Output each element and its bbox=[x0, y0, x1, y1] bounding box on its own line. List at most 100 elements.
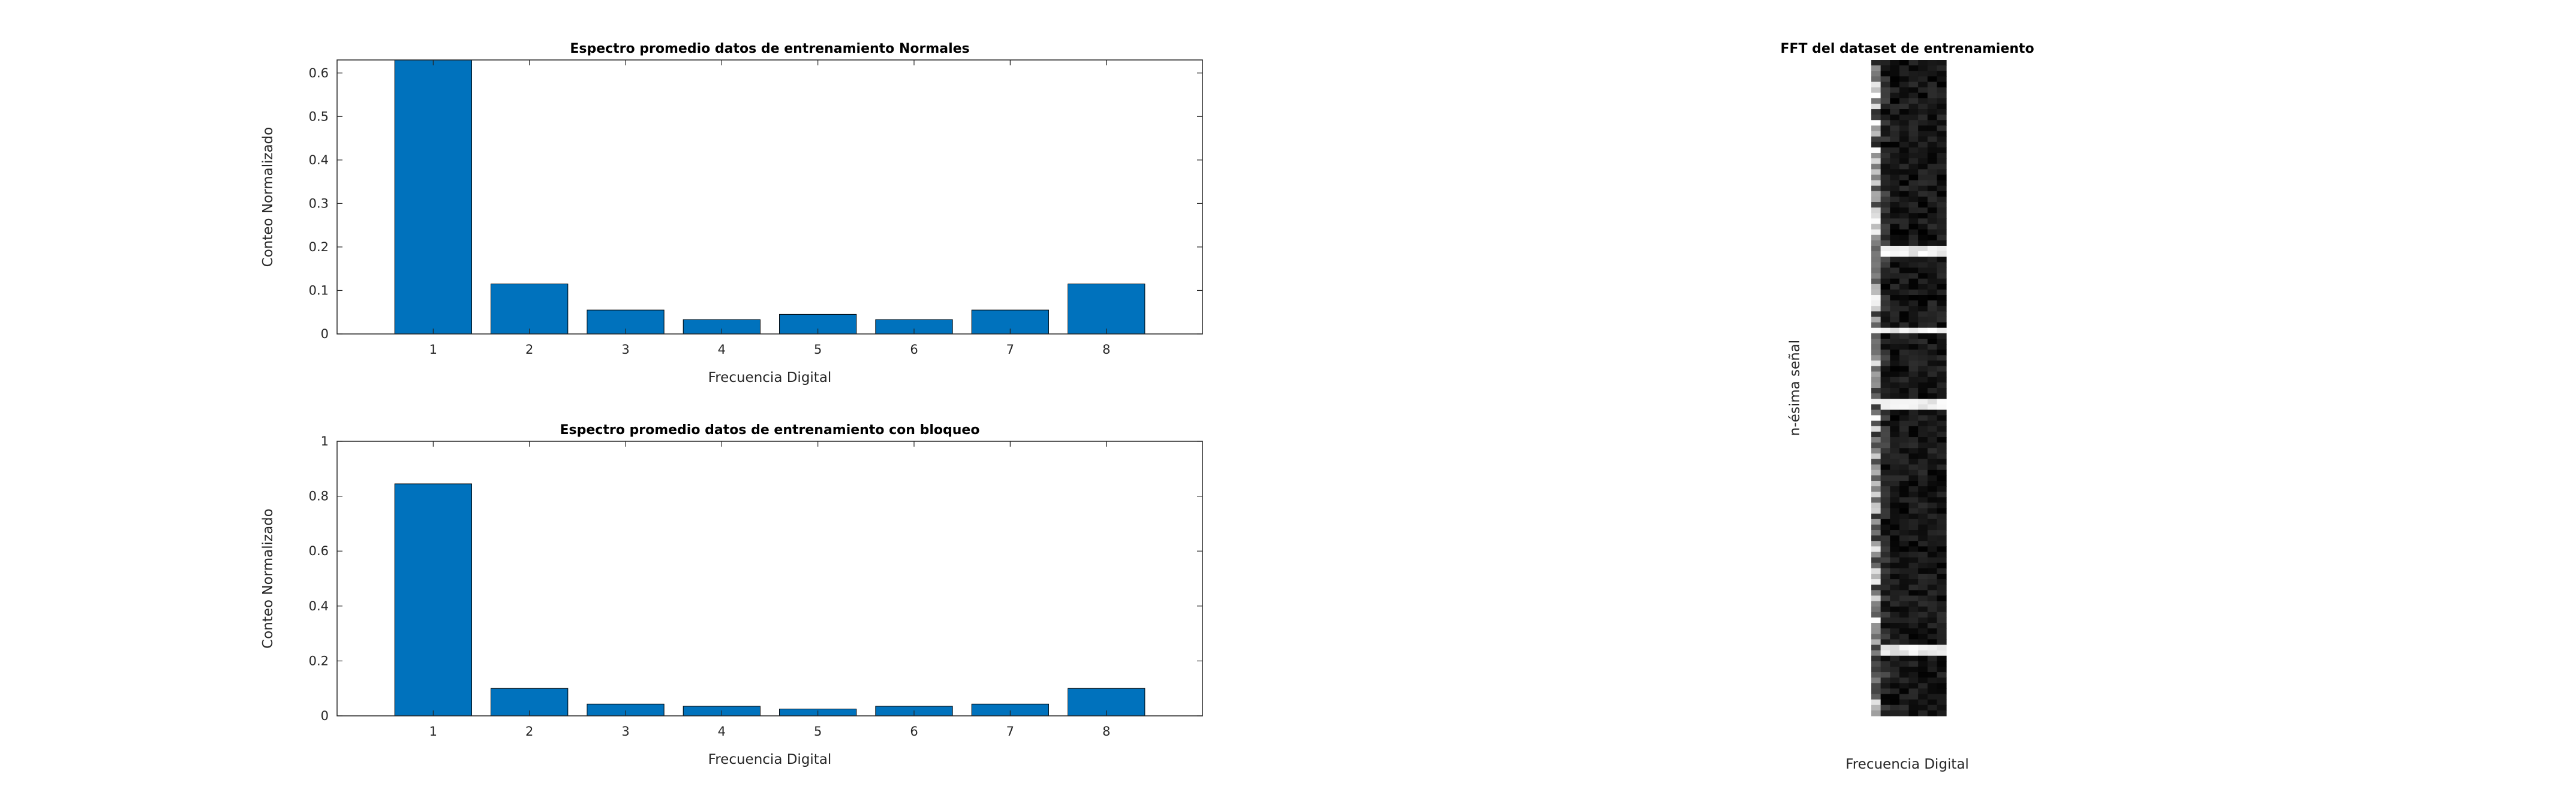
heatmap-cell bbox=[1927, 486, 1937, 492]
heatmap-cell bbox=[1880, 229, 1890, 236]
heatmap-cell bbox=[1918, 202, 1928, 208]
x-axis: 1 2 3 4 5 6 7 8 bbox=[429, 60, 1110, 357]
heatmap-cell bbox=[1880, 699, 1890, 706]
heatmap-cell bbox=[1908, 240, 1919, 246]
heatmap-cell bbox=[1890, 262, 1900, 269]
heatmap-cell bbox=[1871, 388, 1881, 394]
heatmap-cell bbox=[1890, 562, 1900, 569]
heatmap-cell bbox=[1908, 492, 1919, 498]
heatmap-cell bbox=[1927, 306, 1937, 312]
heatmap-cell bbox=[1937, 590, 1947, 597]
heatmap-cell bbox=[1927, 628, 1937, 634]
heatmap-cell bbox=[1871, 568, 1881, 574]
heatmap-cell bbox=[1890, 415, 1900, 421]
heatmap-cell bbox=[1890, 115, 1900, 121]
heatmap-cell bbox=[1899, 257, 1910, 263]
heatmap-cell bbox=[1899, 82, 1910, 88]
heatmap-cell bbox=[1918, 606, 1928, 613]
heatmap-cell bbox=[1899, 355, 1910, 362]
heatmap-cell bbox=[1918, 262, 1928, 269]
heatmap-cell bbox=[1899, 322, 1910, 329]
heatmap-cell bbox=[1899, 344, 1910, 350]
heatmap-cell bbox=[1880, 218, 1890, 225]
heatmap-cell bbox=[1918, 661, 1928, 667]
heatmap-cell bbox=[1908, 502, 1919, 509]
heatmap-cell bbox=[1890, 459, 1900, 465]
heatmap-cell bbox=[1899, 180, 1910, 186]
heatmap-cell bbox=[1899, 207, 1910, 213]
heatmap-cell bbox=[1937, 568, 1947, 574]
heatmap-cell bbox=[1937, 699, 1947, 706]
heatmap-cell bbox=[1937, 442, 1947, 448]
heatmap-cell bbox=[1899, 519, 1910, 525]
heatmap-cell bbox=[1927, 704, 1937, 711]
y-axis-label: n-ésima señal bbox=[1787, 340, 1803, 436]
heatmap-cell bbox=[1918, 322, 1928, 329]
heatmap-cell bbox=[1908, 87, 1919, 94]
heatmap-cell bbox=[1899, 273, 1910, 279]
heatmap-cell bbox=[1937, 562, 1947, 569]
heatmap-cell bbox=[1899, 710, 1910, 716]
heatmap-cell bbox=[1927, 590, 1937, 597]
heatmap-cell bbox=[1880, 568, 1890, 574]
x-tick-label: 5 bbox=[814, 342, 822, 357]
heatmap-cell bbox=[1899, 338, 1910, 345]
heatmap-cell bbox=[1890, 371, 1900, 378]
heatmap-cell bbox=[1908, 475, 1919, 481]
heatmap-cell bbox=[1890, 688, 1900, 695]
heatmap-cell bbox=[1927, 377, 1937, 383]
heatmap-cell bbox=[1937, 666, 1947, 673]
heatmap-cell bbox=[1918, 431, 1928, 438]
heatmap-cell bbox=[1890, 229, 1900, 236]
heatmap-cell bbox=[1918, 557, 1928, 564]
heatmap-cell bbox=[1899, 98, 1910, 104]
x-axis-label: Frecuencia Digital bbox=[708, 370, 832, 386]
heatmap-cell bbox=[1908, 585, 1919, 591]
heatmap-cell bbox=[1871, 541, 1881, 547]
heatmap-cell bbox=[1880, 666, 1890, 673]
heatmap-cell bbox=[1918, 76, 1928, 83]
y-tick-label: 0.6 bbox=[309, 544, 329, 558]
heatmap-cell bbox=[1927, 158, 1937, 164]
heatmap-cell bbox=[1918, 469, 1928, 476]
heatmap-cell bbox=[1899, 694, 1910, 700]
heatmap-cell bbox=[1908, 666, 1919, 673]
heatmap-cell bbox=[1899, 218, 1910, 225]
heatmap-cell bbox=[1927, 415, 1937, 421]
heatmap-cell bbox=[1890, 388, 1900, 394]
heatmap-cell bbox=[1927, 552, 1937, 558]
heatmap-cell bbox=[1927, 169, 1937, 176]
heatmap-cell bbox=[1908, 213, 1919, 219]
heatmap-cell bbox=[1880, 92, 1890, 99]
heatmap-cell bbox=[1937, 639, 1947, 646]
heatmap-cell bbox=[1890, 508, 1900, 514]
heatmap-cell bbox=[1918, 492, 1928, 498]
heatmap-cell bbox=[1927, 595, 1937, 602]
heatmap-cell bbox=[1918, 136, 1928, 143]
heatmap-cell bbox=[1871, 688, 1881, 695]
heatmap-cell bbox=[1908, 120, 1919, 126]
heatmap-cell bbox=[1908, 382, 1919, 389]
heatmap-cell bbox=[1880, 480, 1890, 487]
heatmap-cell bbox=[1937, 459, 1947, 465]
heatmap-cell bbox=[1908, 409, 1919, 416]
heatmap-cell bbox=[1871, 125, 1881, 132]
heatmap-cell bbox=[1918, 573, 1928, 580]
heatmap-cell bbox=[1890, 131, 1900, 137]
heatmap-cell bbox=[1880, 453, 1890, 460]
heatmap-cell bbox=[1871, 650, 1881, 657]
heatmap-cell bbox=[1871, 164, 1881, 170]
heatmap-cell bbox=[1918, 655, 1928, 662]
heatmap-cell bbox=[1937, 437, 1947, 443]
heatmap-cell bbox=[1908, 469, 1919, 476]
heatmap-cell bbox=[1880, 71, 1890, 77]
heatmap-cell bbox=[1908, 371, 1919, 378]
heatmap-cell bbox=[1899, 415, 1910, 421]
heatmap-cell bbox=[1908, 191, 1919, 197]
heatmap-cell bbox=[1880, 306, 1890, 312]
heatmap-cell bbox=[1937, 257, 1947, 263]
heatmap-cell bbox=[1937, 710, 1947, 716]
heatmap-cell bbox=[1880, 508, 1890, 514]
heatmap-cell bbox=[1880, 366, 1890, 372]
heatmap-cell bbox=[1918, 98, 1928, 104]
